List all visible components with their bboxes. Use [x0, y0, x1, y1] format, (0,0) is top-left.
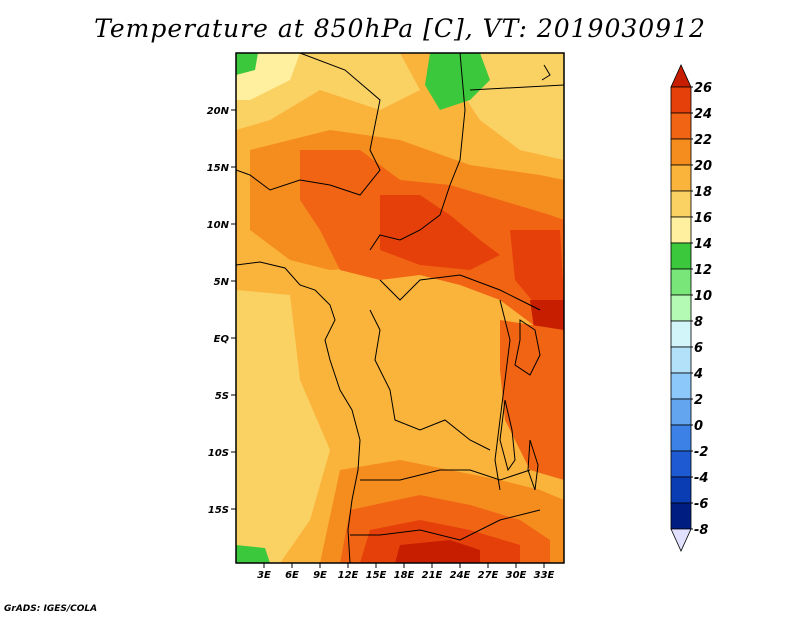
coast-ne [541, 64, 551, 81]
lon-label: 9E [313, 570, 327, 581]
border-north-b [369, 53, 466, 251]
coastlines-borders [236, 53, 564, 563]
lat-label: 15S [208, 505, 229, 516]
field-nw-green [236, 53, 258, 75]
west-coastline [236, 261, 361, 563]
map-title: Temperature at 850hPa [C], VT: 201903091… [94, 14, 706, 43]
colorbar-box [670, 372, 692, 400]
lat-label: 10N [207, 220, 230, 231]
colorbar-label: 2 [694, 393, 703, 408]
border-south-a [360, 469, 531, 481]
lon-label: 30E [506, 570, 527, 581]
lake-tanganyika [499, 399, 516, 472]
colorbar-box [670, 268, 692, 296]
lake-victoria [514, 319, 541, 376]
colorbar-box [670, 424, 692, 452]
border-drc-east [494, 299, 511, 491]
colorbar-box [670, 346, 692, 374]
colorbar-label: 6 [694, 341, 703, 356]
colorbar-box [670, 138, 692, 166]
lake-malawi [527, 439, 539, 491]
colorbar-label: 8 [694, 315, 703, 330]
temperature-field [236, 53, 564, 563]
axis-ticks [231, 109, 545, 568]
colorbar-box [670, 294, 692, 322]
lat-label: 15N [207, 163, 230, 174]
colorbar-box [670, 476, 692, 504]
lat-label: 5S [215, 391, 229, 402]
colorbar-box [670, 398, 692, 426]
grads-credit: GrADS: IGES/COLA [4, 604, 98, 614]
colorbar-label: 20 [694, 159, 712, 174]
colorbar-bottom-triangle [670, 528, 692, 552]
lon-label: 18E [394, 570, 415, 581]
border-drc-west [369, 309, 491, 451]
colorbar-box [670, 86, 692, 114]
colorbar-label: -4 [694, 471, 708, 486]
lon-labels: 3E 6E 9E 12E 15E 18E 21E 24E 27E 30E 33E [257, 570, 554, 581]
colorbar-box [670, 164, 692, 192]
colorbar-label: -8 [694, 523, 708, 538]
colorbar-label: -2 [694, 445, 708, 460]
field-ocean-16 [236, 290, 330, 563]
colorbar-box [670, 450, 692, 478]
colorbar-label: 26 [694, 81, 712, 96]
lat-label: 5N [214, 277, 230, 288]
lon-label: 21E [422, 570, 443, 581]
colorbar-label: 4 [693, 367, 703, 382]
field-south-26 [395, 540, 480, 563]
colorbar-label: 22 [694, 133, 712, 148]
border-central [379, 274, 541, 311]
colorbar-box [670, 242, 692, 270]
lat-label: 10S [208, 448, 229, 459]
field-hot-24b [510, 230, 564, 310]
colorbar-box [670, 502, 692, 530]
lon-label: 33E [534, 570, 555, 581]
field-sw-green [236, 545, 270, 563]
border-ne [469, 84, 564, 91]
colorbar-box [670, 320, 692, 348]
colorbar-label: 16 [694, 211, 712, 226]
lon-label: 12E [338, 570, 359, 581]
colorbar-box [670, 112, 692, 140]
colorbar-box [670, 216, 692, 244]
field-ne-green [425, 53, 490, 110]
lon-label: 6E [285, 570, 299, 581]
colorbar-top-triangle [670, 64, 692, 88]
lat-labels: 20N 15N 10N 5N EQ 5S 10S 15S [207, 106, 230, 516]
border-north-a [236, 53, 381, 196]
colorbar-label: 0 [694, 419, 703, 434]
colorbar-label: 24 [694, 107, 712, 122]
lon-label: 15E [366, 570, 387, 581]
lon-label: 24E [450, 570, 471, 581]
lon-label: 27E [478, 570, 499, 581]
lat-label: EQ [214, 334, 230, 345]
field-hot-24a [380, 195, 500, 270]
border-south-b [350, 509, 541, 541]
colorbar-label: 18 [694, 185, 712, 200]
colorbar-label: -6 [694, 497, 708, 512]
map-frame [235, 52, 565, 564]
colorbar-label: 14 [694, 237, 712, 252]
colorbar-label: 12 [694, 263, 712, 278]
colorbar-label: 10 [694, 289, 712, 304]
lat-label: 20N [207, 106, 230, 117]
lon-label: 3E [257, 570, 271, 581]
colorbar-box [670, 190, 692, 218]
